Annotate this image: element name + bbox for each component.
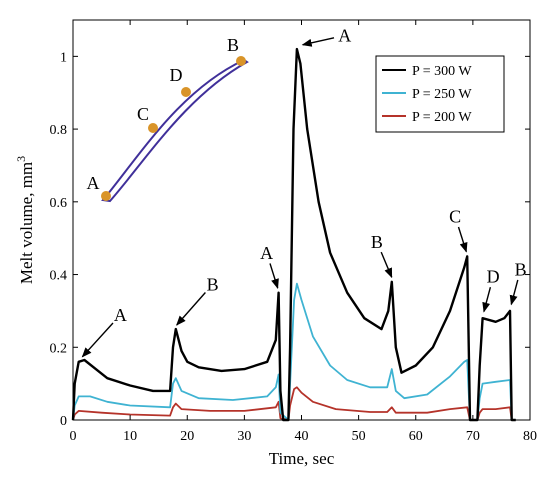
annotation-arrow [457,226,468,253]
x-tick-label: 40 [295,429,309,444]
annotation-label: D [487,267,500,287]
x-tick-label: 50 [352,429,366,444]
annotation-arrow [482,287,492,313]
y-tick-label: 0.2 [50,341,68,356]
series-line-2 [72,386,516,421]
annotation-label: A [338,25,351,45]
legend-entry: P = 200 W [412,110,472,125]
annotation-arrow [301,37,335,47]
y-axis-label: Melt volume, mm3 [14,156,36,284]
annotation-label: B [207,274,219,294]
x-tick-label: 70 [466,429,480,444]
x-tick-label: 20 [180,429,194,444]
legend-entry: P = 250 W [412,87,472,102]
inset-point [181,87,191,97]
y-tick-label: 0.8 [50,123,68,138]
annotation-label: A [114,305,127,325]
x-tick-label: 30 [237,429,251,444]
annotation-arrow [81,322,114,358]
y-tick-label: 0.4 [50,269,68,284]
x-tick-label: 80 [523,429,537,444]
inset-diagram: A C D B [87,35,249,203]
x-tick-label: 0 [70,429,77,444]
inset-point-label: A [87,173,100,193]
inset-point [101,191,111,201]
axes-layer: 0 10 20 30 40 50 60 70 80 0 0.2 0.4 0.6 0.8 1 Time, sec… [14,19,537,468]
annotation-label: B [371,232,383,252]
inset-point-label: B [227,35,239,55]
annotation-arrow [176,292,206,326]
series-line-0 [71,47,516,422]
y-tick-label: 1 [60,50,67,65]
y-tick-label: 0 [60,414,67,429]
x-tick-label: 10 [123,429,137,444]
y-tick-label: 0.6 [50,196,68,211]
inset-point [148,123,158,133]
annotation-label: B [515,259,527,279]
inset-point-label: D [170,65,183,85]
x-axis-label: Time, sec [269,449,335,468]
annotation-arrow [269,263,279,289]
inset-outline [101,58,249,203]
annotation-label: A [260,243,273,263]
y-axis-label-text: Melt volume, mm [17,162,36,284]
annotation-arrow [509,279,519,306]
legend: P = 300 W P = 250 W P = 200 W [375,55,505,133]
inset-point [236,56,246,66]
y-axis-label-superscript: 3 [14,156,28,162]
legend-entry: P = 300 W [412,64,472,79]
annotation-arrow [380,251,393,279]
x-tick-label: 60 [409,429,423,444]
inset-point-label: C [137,104,149,124]
annotation-label: C [449,207,461,227]
series-line-1 [72,282,516,421]
